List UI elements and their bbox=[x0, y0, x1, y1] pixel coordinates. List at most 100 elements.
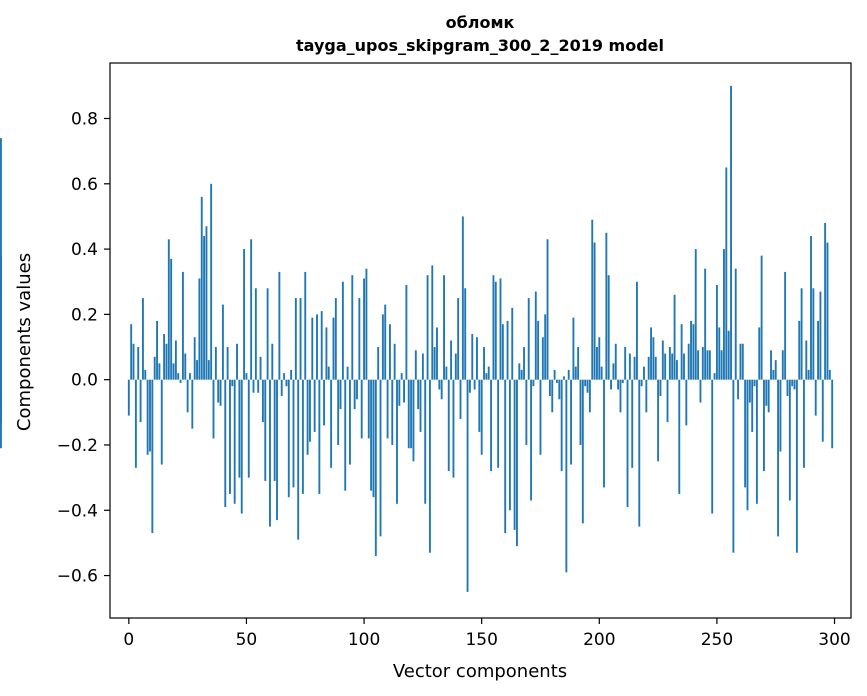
bar-18 bbox=[170, 258, 173, 380]
bar-147 bbox=[473, 379, 476, 390]
x-axis-ticks: 0 50 100 150 200 250 300 bbox=[123, 618, 851, 650]
bar-228 bbox=[664, 353, 667, 380]
y-tick-label: −0.6 bbox=[57, 567, 98, 587]
bar-226 bbox=[659, 379, 662, 396]
bar-204 bbox=[607, 275, 610, 380]
bar-101 bbox=[365, 268, 368, 380]
bar-146 bbox=[471, 333, 474, 380]
bar-148 bbox=[476, 337, 478, 380]
bar-2 bbox=[132, 343, 135, 380]
bar-173 bbox=[534, 291, 537, 380]
bar-137 bbox=[450, 340, 453, 380]
bar-121 bbox=[412, 379, 415, 462]
bar-251 bbox=[718, 327, 721, 380]
bar-89 bbox=[337, 379, 340, 445]
bar-255 bbox=[727, 330, 730, 380]
bar-239 bbox=[690, 320, 692, 380]
bar-235 bbox=[680, 324, 683, 380]
bar-67 bbox=[285, 379, 288, 387]
bar-74 bbox=[301, 379, 304, 494]
bar-246 bbox=[706, 350, 709, 380]
bar-119 bbox=[407, 379, 410, 449]
bar-117 bbox=[403, 379, 405, 403]
bar-284 bbox=[795, 379, 798, 553]
bar-48 bbox=[240, 379, 243, 514]
bar-130 bbox=[433, 347, 436, 380]
bar-227 bbox=[661, 340, 664, 380]
bar-199 bbox=[596, 347, 598, 380]
bar-171 bbox=[530, 379, 533, 501]
bar-242 bbox=[697, 350, 700, 380]
bar-258 bbox=[734, 268, 737, 380]
bar-206 bbox=[612, 363, 615, 380]
bar-115 bbox=[398, 379, 401, 406]
plot-frame bbox=[109, 62, 852, 619]
bar-8 bbox=[146, 379, 149, 455]
bar-164 bbox=[513, 379, 516, 530]
bar-75 bbox=[304, 271, 307, 380]
bar-177 bbox=[544, 314, 547, 380]
bar-84 bbox=[325, 327, 328, 380]
bar-31 bbox=[200, 196, 203, 380]
bar-95 bbox=[351, 275, 354, 380]
bar-207 bbox=[614, 343, 617, 380]
bar-254 bbox=[725, 167, 728, 380]
bar-undefined bbox=[0, 138, 2, 380]
bar-153 bbox=[487, 366, 490, 380]
bar-42 bbox=[226, 347, 229, 380]
bar-118 bbox=[405, 285, 408, 380]
bar-60 bbox=[269, 379, 271, 527]
bar-57 bbox=[261, 379, 264, 423]
bar-272 bbox=[767, 379, 770, 413]
bar-237 bbox=[685, 379, 688, 426]
bar-136 bbox=[447, 379, 450, 472]
bar-281 bbox=[788, 379, 791, 501]
bar-49 bbox=[243, 249, 246, 380]
bar-111 bbox=[388, 324, 391, 380]
bar-53 bbox=[252, 379, 255, 393]
bar-217 bbox=[638, 379, 641, 527]
bar-144 bbox=[466, 379, 469, 592]
bar-197 bbox=[591, 219, 594, 380]
bar-151 bbox=[483, 347, 485, 380]
bar-107 bbox=[379, 379, 382, 537]
bar-205 bbox=[610, 379, 612, 390]
bar-162 bbox=[508, 379, 511, 511]
bar-268 bbox=[758, 327, 761, 380]
bar-12 bbox=[156, 320, 158, 380]
bar-7 bbox=[144, 369, 147, 380]
bar-110 bbox=[386, 379, 389, 439]
bar-145 bbox=[468, 379, 471, 393]
bar-20 bbox=[174, 340, 177, 380]
bar-264 bbox=[748, 379, 751, 403]
bar-133 bbox=[440, 379, 443, 400]
bar-244 bbox=[701, 347, 704, 380]
bar-184 bbox=[560, 379, 563, 472]
bar-94 bbox=[349, 379, 351, 465]
bar-81 bbox=[318, 379, 321, 494]
bar-294 bbox=[819, 291, 822, 380]
bar-86 bbox=[330, 379, 333, 468]
bar-218 bbox=[640, 379, 643, 387]
chart-subtitle: tayga_upos_skipgram_300_2_2019 model bbox=[296, 36, 664, 55]
bar-202 bbox=[603, 379, 605, 488]
bar-17 bbox=[167, 239, 170, 380]
bar-247 bbox=[708, 350, 711, 380]
bar-213 bbox=[628, 353, 631, 380]
bar-9 bbox=[149, 379, 151, 452]
bar-66 bbox=[283, 373, 286, 380]
bar-19 bbox=[172, 363, 175, 380]
bar-85 bbox=[327, 366, 330, 380]
bar-273 bbox=[770, 350, 772, 380]
bar-132 bbox=[438, 379, 441, 390]
bar-172 bbox=[532, 379, 535, 387]
x-tick-label: 300 bbox=[818, 630, 850, 650]
bar-198 bbox=[593, 242, 596, 380]
bar-52 bbox=[250, 239, 253, 380]
bar-26 bbox=[189, 373, 191, 380]
bar-297 bbox=[826, 242, 829, 380]
bar-61 bbox=[271, 343, 274, 380]
bar-282 bbox=[791, 379, 794, 387]
bar-248 bbox=[711, 379, 714, 514]
